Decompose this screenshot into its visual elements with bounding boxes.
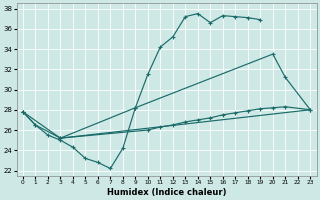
X-axis label: Humidex (Indice chaleur): Humidex (Indice chaleur) [107, 188, 226, 197]
